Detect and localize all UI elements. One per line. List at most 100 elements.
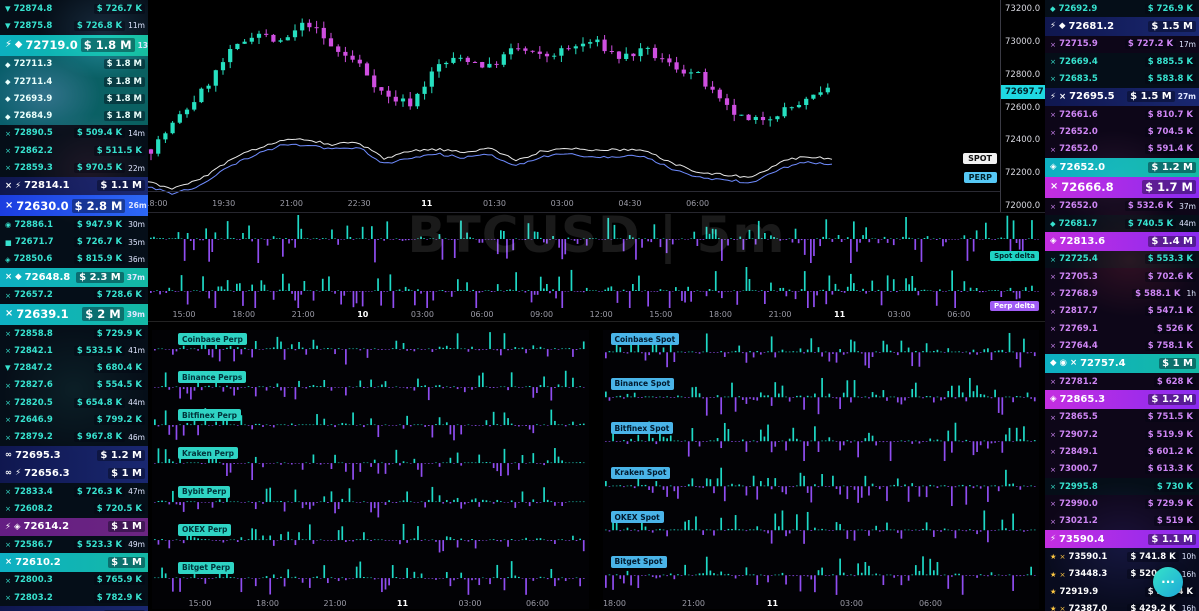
volume-delta-pane[interactable]: Spot delta Perp delta 15:00 18:00 21:00 10 0… [148, 213, 1045, 322]
trade-row: × 72817.7 $ 547.1 K [1045, 302, 1199, 320]
trade-amount: $ 429.2 K [1127, 603, 1179, 611]
okex-icon: × [1050, 323, 1057, 333]
exchange-volume-row[interactable]: OKEX Spot [603, 508, 1040, 553]
trade-amount: $ 1.2 M [1148, 394, 1196, 405]
trade-amount: $ 720.5 K [93, 503, 145, 514]
trade-amount: $ 1 M [108, 468, 145, 480]
trade-row: × 72683.5 $ 583.8 K [1045, 70, 1199, 88]
price-tick: 73200.0 [1005, 4, 1041, 15]
trades-feed-right[interactable]: ◆ 72692.9 $ 726.9 K ⚡ ◆ 72681.2 $ 1.5 M × 72715.… [1045, 0, 1199, 611]
trade-row: × 73021.2 $ 519 K [1045, 512, 1199, 530]
trade-age: 46m [128, 432, 145, 442]
exchange-volume-row[interactable]: Binance Spot [603, 375, 1040, 420]
trade-price: 72800.3 [14, 575, 53, 586]
trades-feed-left[interactable]: ▼ 72874.8 $ 726.7 K ▼ 72875.8 $ 726.8 K 11m ⚡ ◆ 7… [0, 0, 148, 611]
exchange-volume-row[interactable]: Coinbase Perp [152, 330, 589, 368]
panel-time-axis[interactable]: 15:00 18:00 21:00 11 03:00 06:00 [152, 597, 589, 609]
trade-price: 72608.2 [14, 503, 53, 514]
trade-amount: $ 947.9 K [73, 219, 126, 230]
okex-icon: × [5, 575, 12, 585]
trade-amount: $ 740.5 K [1124, 218, 1177, 229]
more-menu-button[interactable]: ··· [1153, 567, 1183, 597]
trade-row: × 72652.0 $ 704.5 K [1045, 123, 1199, 141]
exchange-volume-row[interactable]: Kraken Spot [603, 464, 1040, 509]
trade-price: 72817.7 [1059, 306, 1098, 317]
trade-amount: $ 799.2 K [93, 414, 145, 425]
time-tick: 11 [834, 310, 846, 319]
trade-price: 72757.4 [1080, 358, 1126, 370]
deribit-icon: ∞ [5, 468, 13, 479]
bitfinex-icon: ▼ [5, 363, 11, 373]
perp-price-tag: PERP [963, 172, 997, 183]
trade-row: × 72781.2 $ 628 K [1045, 372, 1199, 391]
exchange-label: OKEX Perp [178, 523, 232, 536]
exchange-volume-row[interactable]: Binance Perps [152, 368, 589, 406]
trade-amount: $ 729.9 K [93, 328, 145, 339]
trade-amount: $ 2.8 M [71, 198, 126, 213]
panel-time-axis[interactable]: 18:00 21:00 11 03:00 06:00 [603, 597, 1040, 609]
exchange-volume-row[interactable]: Kraken Perp [152, 444, 589, 482]
price-chart-pane[interactable]: SPOT PERP 18:00 19:30 21:00 22:30 11 01:30 03:… [148, 0, 1045, 213]
trade-row: ◆ 72711.4 $ 1.8 M [0, 72, 148, 91]
trade-price: 72705.3 [1059, 271, 1098, 282]
trade-price: 72684.9 [13, 111, 53, 122]
trade-price: 72764.4 [1059, 340, 1098, 351]
trade-price: 72695.5 [1069, 91, 1115, 103]
trade-row: ◆ 72711.3 $ 1.8 M [0, 55, 148, 73]
lightning-icon: ⚡ [1050, 21, 1056, 32]
trade-amount: $ 1 M [108, 521, 145, 533]
exchange-volume-row[interactable]: Coinbase Spot [603, 330, 1040, 375]
trade-price: 72814.1 [24, 180, 70, 192]
exchange-volume-row[interactable]: Bitfinex Perp [152, 406, 589, 444]
time-tick: 03:00 [410, 310, 434, 319]
trade-row: × 72862.2 $ 511.5 K [0, 142, 148, 160]
trade-amount: $ 726.8 K [73, 20, 126, 31]
trade-price: 72656.3 [24, 468, 70, 480]
exchange-volume-row[interactable]: Bitfinex Spot [603, 419, 1040, 464]
trade-amount: $ 967.8 K [73, 432, 126, 443]
exchange-volume-row[interactable]: Bitget Perp [152, 559, 589, 597]
trade-amount: $ 654.8 K [73, 397, 126, 408]
delta-svg [150, 215, 1039, 308]
time-axis[interactable]: 18:00 19:30 21:00 22:30 11 01:30 03:00 04:30 06:… [148, 191, 1000, 212]
trade-row: ⚡ 73590.4 $ 1.1 M [1045, 529, 1199, 549]
trade-row: × 72849.1 $ 601.2 K [1045, 443, 1199, 461]
bybit-icon: ■ [5, 237, 12, 247]
trade-price: 72833.4 [14, 486, 53, 497]
trade-row: × 72669.4 $ 885.5 K [1045, 53, 1199, 71]
trade-row: × 72608.2 $ 720.5 K [0, 500, 148, 518]
okex-icon: × [5, 290, 12, 300]
price-axis[interactable]: 72697.7 73200.0 73000.0 72800.0 72600.0 7240… [1000, 0, 1045, 212]
exchange-label: Binance Perps [178, 371, 247, 384]
trade-row: × 72666.8 $ 1.7 M [1045, 176, 1199, 198]
trade-price: 72652.0 [1059, 144, 1098, 155]
exchange-volume-row[interactable]: OKEX Perp [152, 521, 589, 559]
trade-price: 72692.9 [1058, 3, 1098, 14]
trade-price: 72711.4 [13, 76, 53, 87]
exchange-volume-row[interactable]: Bitget Spot [603, 553, 1040, 598]
trade-price: 72586.7 [14, 539, 53, 550]
time-tick: 15:00 [172, 310, 196, 319]
okex-icon: × [1050, 57, 1057, 67]
delta-time-axis[interactable]: 15:00 18:00 21:00 10 03:00 06:00 09:00 12:00 15:… [148, 309, 1045, 321]
trade-price: 72648.8 [24, 271, 71, 283]
trade-row: × 72833.4 $ 726.3 K 47m [0, 482, 148, 501]
spot-exchanges-panel[interactable]: Coinbase Spot Binance Spot Bitfinex Spot Kr… [602, 330, 1040, 609]
perp-exchanges-panel[interactable]: Coinbase Perp Binance Perps Bitfinex Perp K… [152, 330, 589, 609]
price-tick: 72800.0 [1005, 69, 1041, 80]
okex-icon: × [5, 504, 12, 514]
trade-price: 72614.2 [23, 521, 70, 533]
trade-amount: $ 1.8 M [103, 111, 145, 122]
candlestick-chart[interactable]: SPOT PERP 18:00 19:30 21:00 22:30 11 01:30 03:… [148, 0, 1000, 212]
trade-price: 72617.9 [26, 610, 78, 611]
time-tick: 06:00 [947, 310, 971, 319]
trade-age: 36m [128, 254, 145, 264]
trade-row: × 72865.5 $ 751.5 K [1045, 408, 1199, 427]
trade-age: 35m [128, 237, 145, 247]
trade-row: × 72630.0 $ 2.8 M 26m [0, 195, 148, 217]
trade-row: × 72827.6 $ 554.5 K [0, 376, 148, 395]
time-tick: 18:00 [148, 199, 168, 208]
trade-amount: $ 726.7 K [73, 237, 126, 248]
exchange-volume-row[interactable]: Bybit Perp [152, 483, 589, 521]
lightning-icon: ⚡ [1050, 533, 1056, 544]
